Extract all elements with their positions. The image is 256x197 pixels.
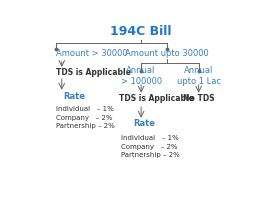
Text: Rate: Rate (64, 92, 86, 101)
Text: Individual   – 1%
Company   – 2%
Partnership – 2%: Individual – 1% Company – 2% Partnership… (56, 106, 114, 129)
Text: Rate: Rate (133, 119, 155, 128)
Text: Annual
upto 1 Lac: Annual upto 1 Lac (177, 66, 221, 86)
Text: Individual   – 1%
Company   – 2%
Partnership – 2%: Individual – 1% Company – 2% Partnership… (121, 135, 180, 158)
Text: No TDS: No TDS (183, 94, 215, 103)
Text: TDS is Applicable: TDS is Applicable (56, 68, 131, 77)
Text: Amount > 30000: Amount > 30000 (56, 49, 127, 59)
Text: Amount upto 30000: Amount upto 30000 (125, 49, 209, 59)
Text: Annual
> 100000: Annual > 100000 (121, 66, 162, 86)
Text: 194C Bill: 194C Bill (110, 25, 172, 38)
Text: TDS is Applicable: TDS is Applicable (119, 94, 194, 103)
